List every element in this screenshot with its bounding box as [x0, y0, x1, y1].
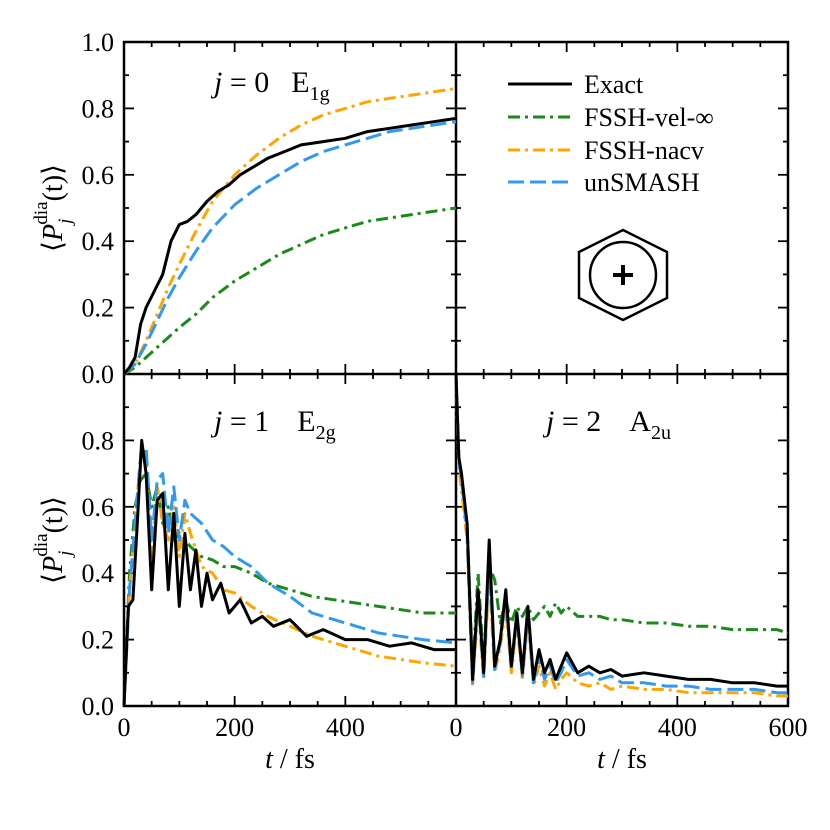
panel-label-top-left: j = 0 E1g	[210, 66, 330, 105]
panel-label-bottom-left: j = 1 E2g	[210, 405, 336, 444]
series-line-unsmash	[454, 373, 788, 695]
svg-text:⟨Pjdia(t)⟩: ⟨Pjdia(t)⟩	[31, 164, 76, 252]
panel-label-bottom-right: j = 2 A2u	[542, 405, 671, 444]
y-tick-label: 0.0	[82, 360, 115, 389]
series-line-unsmash	[122, 120, 457, 376]
x-tick-label: 400	[326, 713, 365, 742]
x-tick-label: 400	[658, 713, 697, 742]
y-tick-label: 0.2	[82, 294, 115, 323]
series-line-fssh-vel-	[122, 472, 456, 707]
series-line-unsmash	[122, 445, 457, 707]
x-axis-title-right: t / fs	[597, 744, 647, 775]
y-tick-label: 1.0	[82, 28, 115, 57]
x-tick-label: 0	[450, 713, 463, 742]
svg-text:⟨Pjdia(t)⟩: ⟨Pjdia(t)⟩	[31, 496, 76, 584]
series-line-fssh-nacv	[122, 87, 457, 376]
y-tick-label: 0.0	[82, 692, 115, 721]
x-axis-title-left: t / fs	[265, 744, 315, 775]
y-tick-label: 0.2	[82, 626, 115, 655]
x-tick-label: 0	[118, 713, 131, 742]
y-tick-label: 0.8	[82, 94, 115, 123]
legend: Exact FSSH-vel-∞ FSSH-nacv unSMASH	[508, 70, 714, 197]
x-tick-label: 200	[547, 713, 586, 742]
series-line-exact	[122, 438, 456, 707]
y-tick-label: 0.4	[82, 559, 115, 588]
plot-series	[122, 87, 789, 707]
series-line-fssh-vel-	[123, 206, 457, 376]
legend-label-exact: Exact	[584, 70, 644, 99]
y-tick-label: 0.6	[82, 493, 115, 522]
series-line-exact	[454, 373, 788, 688]
x-tick-label: 200	[215, 713, 254, 742]
legend-label-fssh-vel: FSSH-vel-∞	[584, 103, 714, 132]
benzene-cation-icon	[577, 228, 669, 322]
series-line-exact	[122, 116, 457, 375]
y-tick-label: 0.6	[82, 161, 115, 190]
y-tick-label: 0.8	[82, 426, 115, 455]
y-axis-title-top: ⟨Pjdia(t)⟩	[31, 164, 76, 252]
tick-labels: 0.0 0.2 0.4 0.6 0.8 1.0 0.0 0.2 0.4 0.6 0.8 0 200 400…	[82, 28, 808, 742]
x-tick-label: 600	[769, 713, 808, 742]
legend-label-unsmash: unSMASH	[584, 168, 700, 197]
series-line-fssh-vel-	[454, 373, 789, 675]
y-axis-title-bottom: ⟨Pjdia(t)⟩	[31, 496, 76, 584]
series-line-fssh-nacv	[454, 373, 788, 698]
legend-label-fssh-nacv: FSSH-nacv	[584, 136, 704, 165]
y-tick-label: 0.4	[82, 227, 115, 256]
